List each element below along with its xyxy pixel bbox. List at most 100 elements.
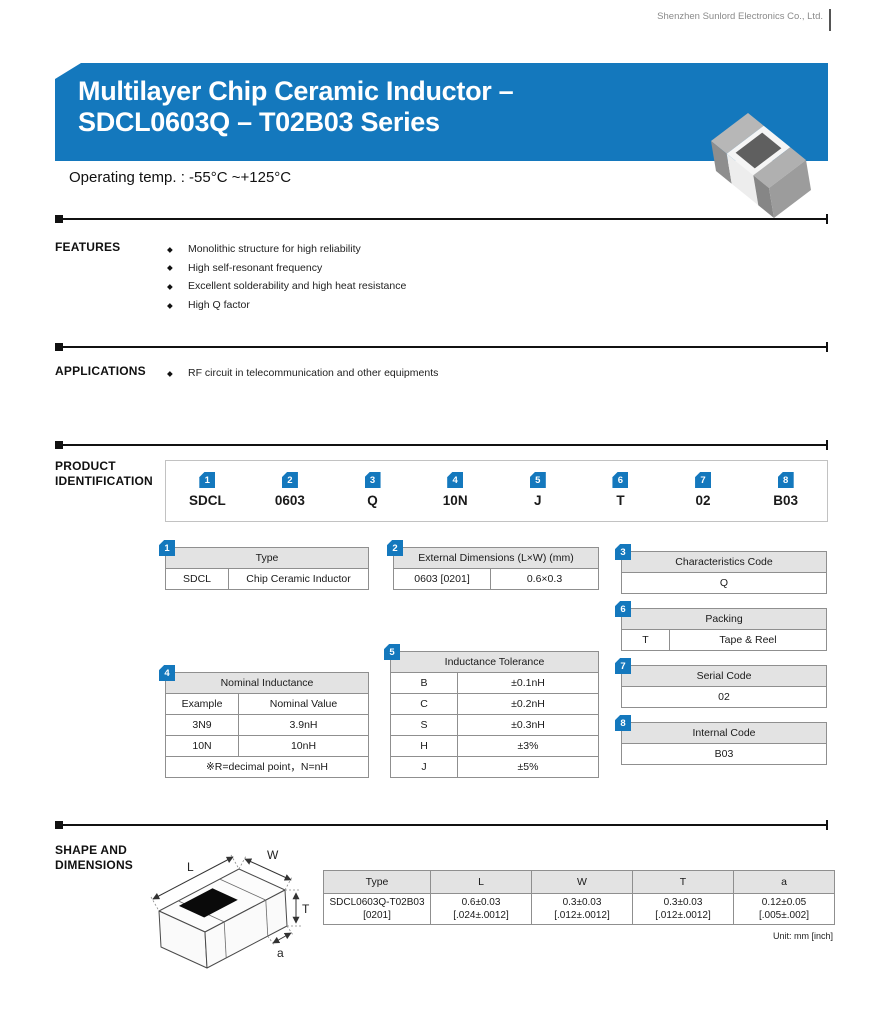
inductance-tolerance-table: Inductance Tolerance B ±0.1nH C ±0.2nH S… [390, 651, 599, 778]
table-row: T Tape & Reel [622, 630, 826, 650]
id-segment: 5 J [497, 461, 580, 521]
number-badge: 8 [615, 715, 631, 731]
features-label: FEATURES [55, 240, 121, 254]
diamond-bullet-icon: ◆ [167, 368, 173, 378]
table-header: Internal Code [622, 723, 826, 744]
applications-label: APPLICATIONS [55, 364, 146, 378]
id-code: J [534, 493, 542, 508]
table-row: Example Nominal Value [166, 694, 368, 715]
dim-label-w: W [267, 848, 279, 862]
list-item: ◆ Monolithic structure for high reliabili… [167, 243, 361, 256]
page-title-line2: SDCL0603Q – T02B03 Series [78, 107, 440, 137]
number-badge: 3 [615, 544, 631, 560]
table-row: 3N9 3.9nH [166, 715, 368, 736]
external-dimensions-table: External Dimensions (L×W) (mm) 0603 [020… [393, 547, 599, 590]
table-header: External Dimensions (L×W) (mm) [394, 548, 598, 569]
list-item: ◆ Excellent solderability and high heat r… [167, 280, 407, 293]
type-table: Type SDCL Chip Ceramic Inductor [165, 547, 369, 590]
table-header: Type [166, 548, 368, 569]
table-row: H ±3% [391, 736, 598, 757]
internal-code-table: Internal Code B03 [621, 722, 827, 765]
number-badge: 6 [612, 472, 629, 488]
chip-dimension-drawing: L W T a [150, 848, 310, 969]
table-row: 0603 [0201] 0.6×0.3 [394, 569, 598, 589]
number-badge: 4 [159, 665, 175, 681]
table-header: Nominal Inductance [166, 673, 368, 694]
table-row: S ±0.3nH [391, 715, 598, 736]
id-code: 02 [695, 493, 711, 508]
id-segment: 4 10N [414, 461, 497, 521]
dimensions-table-header-row: Type L W T a [324, 871, 834, 894]
dim-label-l: L [187, 860, 194, 874]
table-note-row: ※R=decimal point，N=nH [205, 761, 329, 773]
number-badge: 4 [447, 472, 464, 488]
company-name: Shenzhen Sunlord Electronics Co., Ltd. [657, 11, 823, 22]
dim-label-t: T [302, 902, 310, 916]
id-segment: 8 B03 [744, 461, 827, 521]
number-badge: 3 [364, 472, 381, 488]
dimensions-table-data-row: SDCL0603Q-T02B03 [0201] 0.6±0.03 [.024±.… [324, 894, 834, 924]
table-row: SDCL Chip Ceramic Inductor [166, 569, 368, 589]
operating-temp: Operating temp. : -55°C ~+125°C [69, 169, 292, 186]
table-header: Serial Code [622, 666, 826, 687]
page-title: Multilayer Chip Ceramic Inductor – SDCL0… [55, 63, 828, 138]
id-code: B03 [773, 493, 799, 508]
nominal-inductance-table: Nominal Inductance Example Nominal Value… [165, 672, 369, 778]
id-code: SDCL [188, 493, 226, 508]
company-divider-bar [829, 9, 831, 31]
table-row: 10N 10nH [166, 736, 368, 757]
shape-dimensions-label: SHAPE AND DIMENSIONS [55, 843, 134, 872]
section-divider [55, 820, 828, 830]
table-row: B ±0.1nH [391, 673, 598, 694]
title-band: Multilayer Chip Ceramic Inductor – SDCL0… [55, 63, 828, 161]
number-badge: 1 [159, 540, 175, 556]
table-row: 02 [718, 691, 730, 703]
diamond-bullet-icon: ◆ [167, 281, 173, 291]
page-title-line1: Multilayer Chip Ceramic Inductor – [78, 76, 514, 106]
list-item: ◆ High self-resonant frequency [167, 261, 323, 274]
product-identification-label: PRODUCT IDENTIFICATION [55, 459, 153, 488]
table-header: Packing [622, 609, 826, 630]
id-code: 0603 [274, 493, 305, 508]
diamond-bullet-icon: ◆ [167, 244, 173, 254]
dim-label-a: a [277, 946, 284, 960]
characteristics-code-table: Characteristics Code Q [621, 551, 827, 594]
number-badge: 2 [281, 472, 298, 488]
id-segment: 3 Q [331, 461, 414, 521]
number-badge: 5 [529, 472, 546, 488]
table-row: C ±0.2nH [391, 694, 598, 715]
id-segment: 2 0603 [249, 461, 332, 521]
number-badge: 1 [199, 472, 216, 488]
section-divider [55, 214, 828, 224]
id-code: Q [367, 493, 378, 508]
table-header: Inductance Tolerance [391, 652, 598, 673]
id-segment: 1 SDCL [166, 461, 249, 521]
table-row: J ±5% [391, 757, 598, 777]
table-row: B03 [714, 748, 734, 760]
applications-list: ◆ RF circuit in telecommunication and oth… [167, 364, 438, 383]
number-badge: 7 [615, 658, 631, 674]
list-item: ◆ High Q factor [167, 299, 250, 312]
section-divider [55, 342, 828, 352]
chip-product-image [711, 113, 811, 218]
table-header: Characteristics Code [622, 552, 826, 573]
table-row: Q [719, 577, 729, 589]
id-code: 10N [442, 493, 468, 508]
number-badge: 5 [384, 644, 400, 660]
id-segment: 6 T [579, 461, 662, 521]
id-code: T [616, 493, 625, 508]
diamond-bullet-icon: ◆ [167, 263, 173, 273]
id-segment: 7 02 [662, 461, 745, 521]
diamond-bullet-icon: ◆ [167, 300, 173, 310]
serial-code-table: Serial Code 02 [621, 665, 827, 708]
list-item: ◆ RF circuit in telecommunication and oth… [167, 367, 439, 380]
section-divider [55, 440, 828, 450]
features-list: ◆ Monolithic structure for high reliabili… [167, 240, 406, 314]
unit-note: Unit: mm [inch] [772, 931, 833, 941]
number-badge: 7 [695, 472, 712, 488]
number-badge: 2 [387, 540, 403, 556]
product-id-box: 1 SDCL 2 0603 3 Q 4 10N 5 J 6 T 7 02 8 B [165, 460, 828, 522]
packing-table: Packing T Tape & Reel [621, 608, 827, 651]
number-badge: 8 [777, 472, 794, 488]
